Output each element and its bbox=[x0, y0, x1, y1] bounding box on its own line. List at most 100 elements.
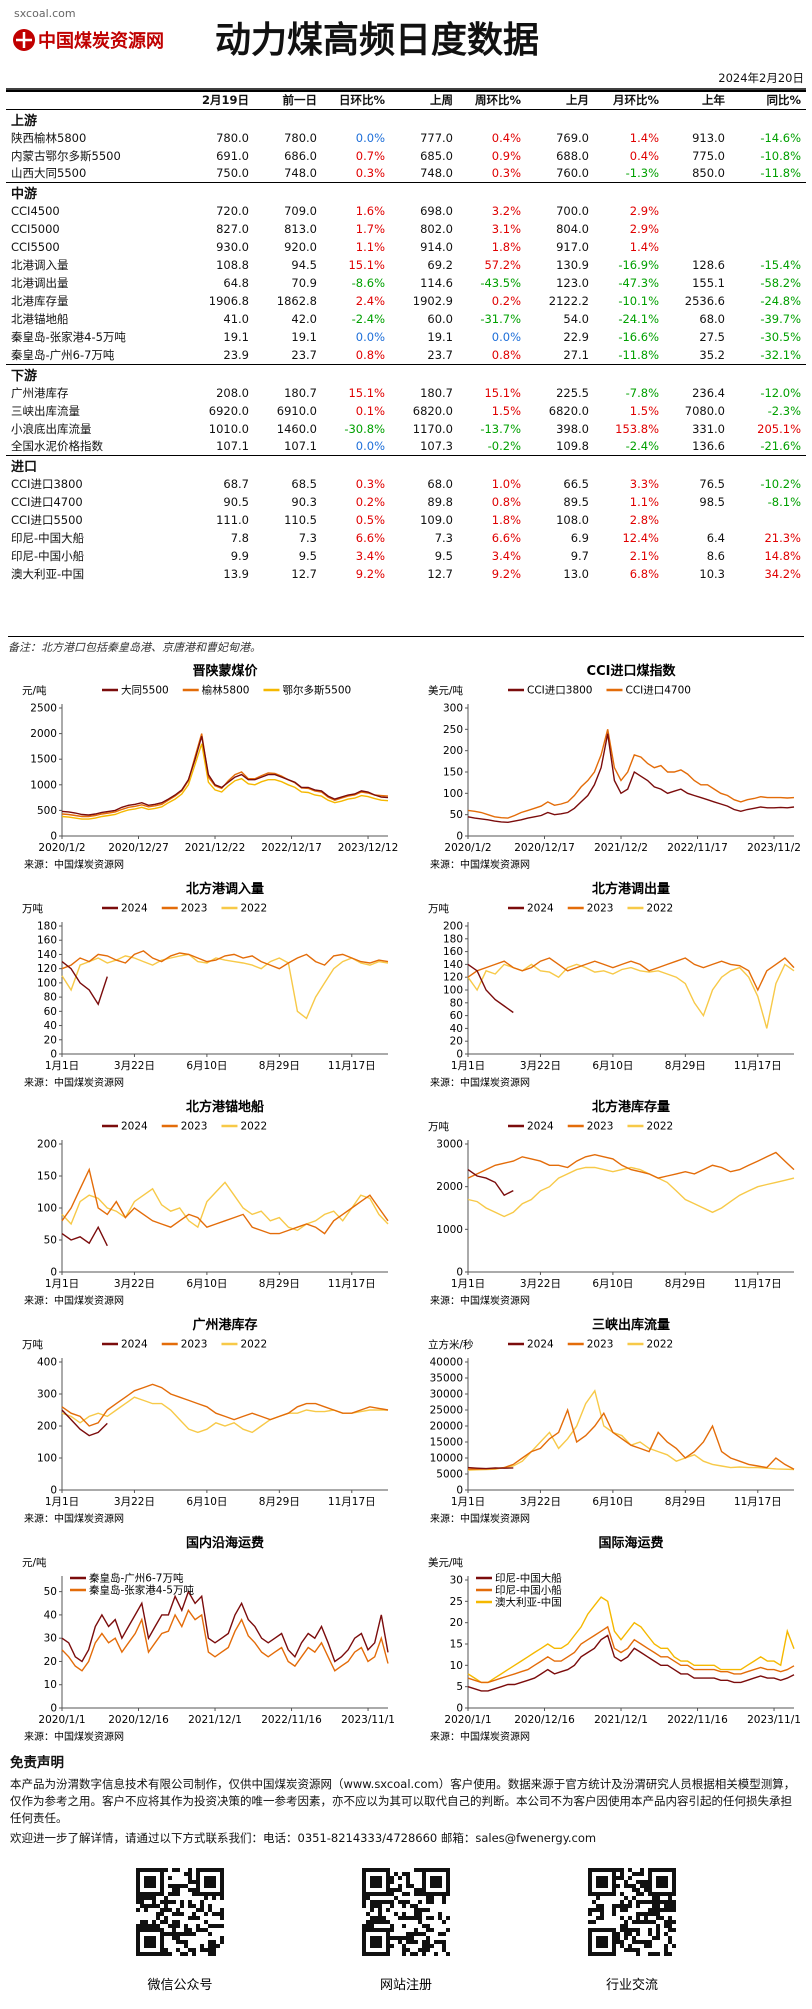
qr-cell bbox=[636, 1920, 640, 1924]
value-cell: 2.1% bbox=[629, 549, 659, 563]
qr-cell bbox=[640, 1892, 644, 1896]
data-row: 北港调出量 64.8 70.9 -8.6% 114.6 -43.5% 123.0 -47.3%… bbox=[6, 274, 806, 292]
qr-cell bbox=[656, 1952, 660, 1956]
disclaimer: 免责声明 本产品为汾渭数字信息技术有限公司制作，仅供中国煤炭资源网（www.sx… bbox=[10, 1755, 802, 1847]
qr-cell bbox=[620, 1892, 624, 1896]
header-cell: 日环比% bbox=[322, 90, 390, 110]
y-tick-label: 20 bbox=[450, 1617, 463, 1629]
qr-cell bbox=[204, 1948, 208, 1952]
value-cell: 7.3 bbox=[298, 531, 317, 545]
chart-source: 来源：中国煤炭资源网 bbox=[24, 1294, 124, 1307]
value-cell: -16.9% bbox=[618, 258, 659, 272]
qr-cell bbox=[374, 1904, 378, 1908]
value-cell: 0.3% bbox=[491, 166, 521, 181]
qr-cell bbox=[378, 1912, 382, 1916]
qr-cell bbox=[418, 1948, 422, 1952]
qr-cell bbox=[212, 1948, 216, 1952]
qr-cell bbox=[422, 1932, 426, 1936]
row-label: CCI4500 bbox=[11, 204, 60, 218]
qr-cell bbox=[192, 1952, 196, 1956]
qr-cell bbox=[616, 1904, 620, 1908]
chart-source: 来源：中国煤炭资源网 bbox=[430, 858, 530, 871]
qr-cell bbox=[378, 1920, 382, 1924]
row-label: 内蒙古鄂尔多斯5500 bbox=[11, 148, 121, 163]
legend-label: 2023 bbox=[181, 1339, 208, 1351]
value-cell: 155.1 bbox=[692, 276, 725, 290]
series-line bbox=[467, 1634, 795, 1692]
qr-cell bbox=[418, 1912, 422, 1916]
qr-cell bbox=[672, 1944, 676, 1948]
value-cell bbox=[730, 202, 806, 220]
value-cell: 1.4% bbox=[629, 240, 659, 254]
y-tick-label: 10 bbox=[450, 1660, 463, 1672]
value-cell: 850.0 bbox=[692, 166, 725, 181]
legend-label: 2023 bbox=[587, 1121, 614, 1133]
y-axis-unit: 万吨 bbox=[22, 1338, 43, 1351]
qr-cell bbox=[192, 1888, 196, 1892]
value-cell bbox=[664, 511, 730, 529]
qr-cell bbox=[180, 1952, 184, 1956]
qr-label: 网站注册 bbox=[380, 1978, 432, 1993]
qr-cell bbox=[180, 1884, 184, 1888]
qr-cell bbox=[592, 1908, 596, 1912]
x-tick-label: 3月22日 bbox=[114, 1060, 155, 1072]
qr-cell bbox=[664, 1952, 668, 1956]
y-tick-label: 100 bbox=[443, 788, 463, 800]
data-row: 小浪底出库流量 1010.0 1460.0 -30.8% 1170.0 -13.7% 398… bbox=[6, 420, 806, 438]
value-cell: 13.0 bbox=[563, 567, 589, 581]
series-line bbox=[61, 743, 389, 820]
qr-cell bbox=[640, 1920, 644, 1924]
x-tick-label: 8月29日 bbox=[259, 1496, 300, 1508]
section-row: 下游 bbox=[6, 363, 806, 384]
qr-finder bbox=[588, 1928, 616, 1956]
value-cell: 769.0 bbox=[556, 130, 589, 145]
legend-label: 2023 bbox=[587, 1339, 614, 1351]
x-tick-label: 8月29日 bbox=[665, 1496, 706, 1508]
value-cell: 0.9% bbox=[491, 148, 521, 163]
qr-cell bbox=[668, 1928, 672, 1932]
qr-cell bbox=[220, 1908, 224, 1912]
y-tick-label: 20 bbox=[44, 1034, 57, 1046]
x-tick-label: 8月29日 bbox=[665, 1060, 706, 1072]
x-tick-label: 11月17日 bbox=[328, 1060, 376, 1072]
qr-cell bbox=[636, 1932, 640, 1936]
qr-cell bbox=[628, 1884, 632, 1888]
qr-cell bbox=[390, 1904, 394, 1908]
qr-cell bbox=[398, 1936, 402, 1940]
qr-cell bbox=[418, 1868, 422, 1872]
value-cell: 23.7 bbox=[291, 347, 317, 362]
qr-cell bbox=[390, 1928, 394, 1932]
qr-cell bbox=[414, 1928, 418, 1932]
qr-cell bbox=[632, 1872, 636, 1876]
qr-cell bbox=[660, 1908, 664, 1912]
qr-cell bbox=[648, 1900, 652, 1904]
series-line bbox=[61, 736, 389, 816]
x-tick-label: 8月29日 bbox=[259, 1278, 300, 1290]
value-cell: 0.8% bbox=[491, 347, 521, 362]
y-axis-unit: 万吨 bbox=[428, 1120, 449, 1133]
qr-cell bbox=[172, 1928, 176, 1932]
qr-cell bbox=[430, 1900, 434, 1904]
legend-label: CCI进口3800 bbox=[527, 685, 592, 697]
qr-cell bbox=[672, 1908, 676, 1912]
qr-cell bbox=[370, 1900, 374, 1904]
chart-source: 来源：中国煤炭资源网 bbox=[430, 1730, 530, 1743]
qr-cell bbox=[596, 1896, 600, 1900]
value-cell: 700.0 bbox=[556, 204, 589, 218]
x-tick-label: 6月10日 bbox=[186, 1060, 227, 1072]
y-tick-label: 10000 bbox=[430, 1453, 463, 1465]
value-cell: 21.3% bbox=[764, 531, 801, 545]
legend-label: 印尼-中国大船 bbox=[495, 1572, 562, 1585]
legend-label: 榆林5800 bbox=[202, 684, 250, 697]
qr-cell bbox=[620, 1928, 624, 1932]
qr-cell bbox=[168, 1884, 172, 1888]
value-cell: 205.1% bbox=[757, 421, 801, 436]
value-cell: 8.6 bbox=[706, 549, 725, 563]
y-tick-label: 120 bbox=[37, 963, 57, 975]
qr-cell bbox=[398, 1940, 402, 1944]
qr-cell bbox=[216, 1912, 220, 1916]
qr-cell bbox=[406, 1900, 410, 1904]
